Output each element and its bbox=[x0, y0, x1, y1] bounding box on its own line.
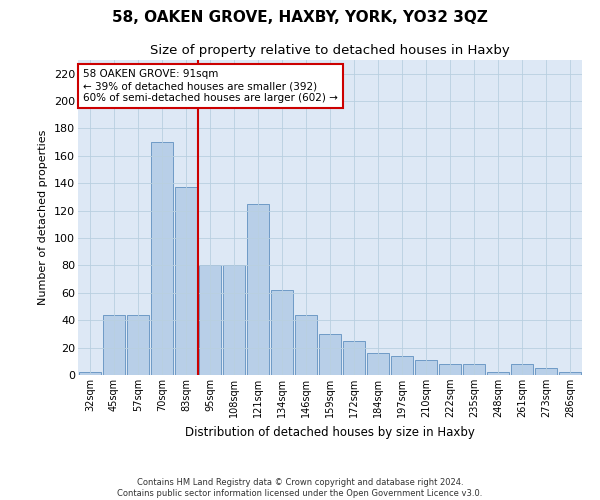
Bar bbox=[271, 290, 293, 375]
Text: 58 OAKEN GROVE: 91sqm
← 39% of detached houses are smaller (392)
60% of semi-det: 58 OAKEN GROVE: 91sqm ← 39% of detached … bbox=[83, 70, 338, 102]
Title: Size of property relative to detached houses in Haxby: Size of property relative to detached ho… bbox=[150, 44, 510, 58]
Bar bbox=[535, 368, 557, 375]
Bar bbox=[151, 142, 173, 375]
Bar bbox=[367, 353, 389, 375]
Bar bbox=[127, 314, 149, 375]
Bar bbox=[199, 266, 221, 375]
Y-axis label: Number of detached properties: Number of detached properties bbox=[38, 130, 49, 305]
Bar bbox=[103, 314, 125, 375]
Bar bbox=[79, 372, 101, 375]
Bar bbox=[487, 372, 509, 375]
Bar bbox=[295, 314, 317, 375]
Bar bbox=[511, 364, 533, 375]
Bar bbox=[463, 364, 485, 375]
Text: Contains HM Land Registry data © Crown copyright and database right 2024.
Contai: Contains HM Land Registry data © Crown c… bbox=[118, 478, 482, 498]
Bar bbox=[343, 341, 365, 375]
Bar bbox=[223, 266, 245, 375]
Bar bbox=[559, 372, 581, 375]
Text: 58, OAKEN GROVE, HAXBY, YORK, YO32 3QZ: 58, OAKEN GROVE, HAXBY, YORK, YO32 3QZ bbox=[112, 10, 488, 25]
Bar bbox=[247, 204, 269, 375]
Bar bbox=[319, 334, 341, 375]
Bar bbox=[415, 360, 437, 375]
Bar bbox=[439, 364, 461, 375]
Bar bbox=[175, 188, 197, 375]
Bar bbox=[391, 356, 413, 375]
X-axis label: Distribution of detached houses by size in Haxby: Distribution of detached houses by size … bbox=[185, 426, 475, 438]
